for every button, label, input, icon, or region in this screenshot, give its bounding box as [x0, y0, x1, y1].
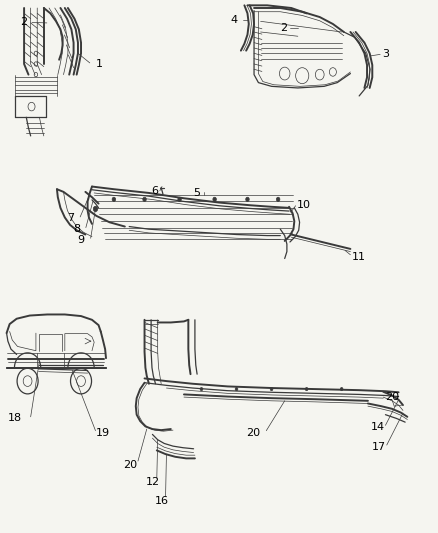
Text: 9: 9 [78, 235, 85, 245]
Circle shape [340, 387, 343, 391]
Circle shape [246, 197, 249, 201]
Text: 2: 2 [280, 23, 287, 33]
Text: 18: 18 [8, 414, 22, 423]
Text: 2: 2 [20, 17, 27, 27]
Text: 20: 20 [385, 392, 399, 401]
Text: 4: 4 [231, 15, 238, 25]
Circle shape [276, 197, 280, 201]
Text: 14: 14 [371, 423, 385, 432]
Text: 20: 20 [247, 428, 261, 438]
Circle shape [143, 197, 146, 201]
Circle shape [235, 387, 238, 391]
Text: 19: 19 [95, 429, 110, 438]
Text: 5: 5 [194, 188, 201, 198]
Circle shape [200, 387, 203, 391]
Text: 10: 10 [297, 200, 311, 209]
Text: 7: 7 [67, 213, 74, 223]
Text: 11: 11 [352, 252, 366, 262]
Circle shape [112, 197, 116, 201]
Text: 12: 12 [146, 478, 160, 487]
Text: 3: 3 [382, 50, 389, 59]
Text: 16: 16 [155, 496, 169, 506]
Text: 1: 1 [95, 59, 102, 69]
Text: 8: 8 [73, 224, 80, 233]
Text: 17: 17 [372, 442, 386, 452]
Circle shape [178, 197, 181, 201]
Circle shape [305, 387, 308, 391]
Circle shape [270, 387, 273, 391]
Circle shape [213, 197, 216, 201]
Text: 6: 6 [152, 187, 159, 196]
Text: 20: 20 [124, 460, 138, 470]
Circle shape [93, 206, 98, 212]
